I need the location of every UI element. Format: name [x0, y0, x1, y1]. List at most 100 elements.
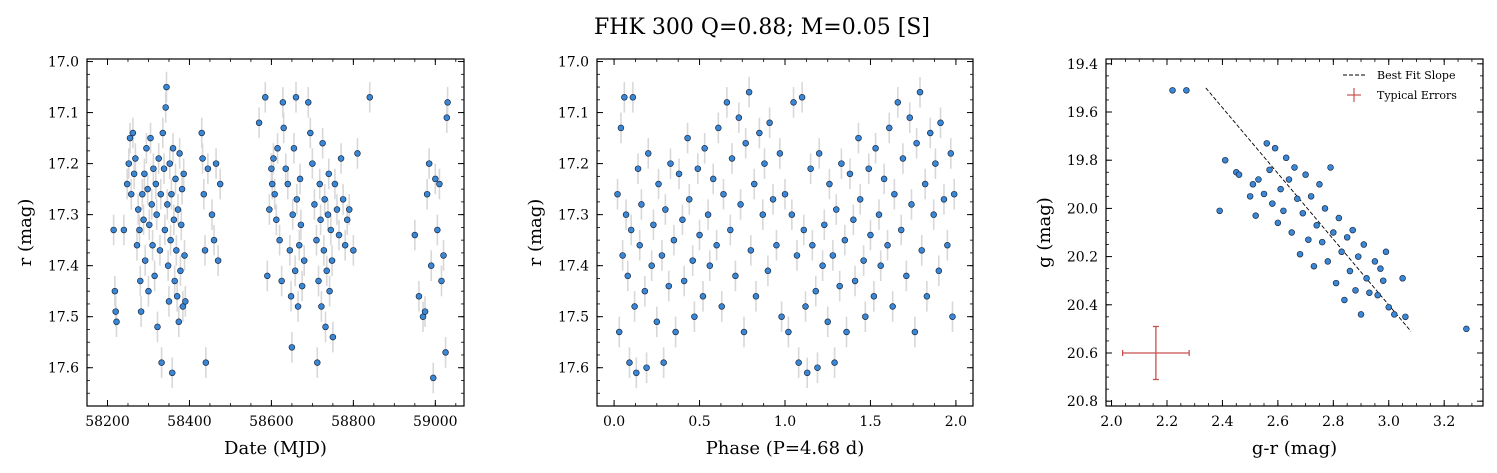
legend-fit-label: Best Fit Slope: [1377, 69, 1455, 82]
data-point: [633, 369, 640, 377]
data-point: [699, 293, 707, 300]
data-point: [432, 175, 439, 183]
data-point: [947, 150, 955, 157]
data-point: [897, 226, 905, 234]
data-point: [1377, 265, 1384, 272]
data-point: [315, 277, 322, 285]
data-point: [686, 196, 693, 203]
data-point: [653, 318, 661, 326]
x-tick-label: 2.0: [1100, 414, 1122, 430]
data-point: [147, 134, 154, 142]
data-point: [274, 145, 281, 152]
data-point: [288, 344, 296, 351]
data-point: [1346, 267, 1354, 275]
data-point: [800, 226, 808, 234]
data-point: [1352, 287, 1359, 294]
data-point: [781, 190, 789, 198]
data-point: [704, 211, 712, 218]
data-point: [421, 308, 429, 315]
data-point: [168, 369, 176, 377]
data-point: [128, 190, 135, 198]
data-point: [1246, 193, 1254, 200]
x-tick-label: 2.4: [1211, 414, 1233, 430]
data-point: [1402, 313, 1409, 321]
data-point: [875, 211, 883, 218]
data-point: [438, 277, 445, 285]
data-point: [442, 349, 449, 356]
data-point: [157, 190, 165, 198]
data-point: [180, 170, 187, 178]
data-point: [141, 257, 149, 264]
x-tick-label: 2.0: [945, 414, 967, 430]
data-point: [766, 119, 773, 127]
x-axis-label: Date (MJD): [224, 438, 327, 459]
data-point: [313, 236, 320, 244]
data-point: [214, 257, 222, 264]
data-point: [296, 242, 303, 249]
data-point: [1288, 229, 1295, 236]
data-point: [110, 226, 117, 234]
data-point: [759, 211, 767, 218]
data-point: [903, 272, 910, 280]
x-tick-label: 58600: [249, 414, 294, 430]
data-point: [809, 242, 816, 249]
data-point: [1363, 275, 1370, 282]
data-point: [908, 201, 915, 208]
y-tick-label: 19.8: [1067, 153, 1098, 169]
data-point: [819, 262, 826, 269]
data-point: [814, 364, 821, 371]
data-point: [316, 180, 324, 188]
data-point: [622, 211, 630, 218]
y-tick-label: 17.0: [48, 55, 79, 71]
data-point: [168, 190, 175, 198]
y-tick-label: 17.6: [48, 361, 79, 377]
y-tick-label: 17.1: [48, 106, 79, 122]
data-point: [174, 206, 182, 213]
data-point: [144, 185, 151, 193]
data-point: [1313, 222, 1320, 229]
data-point: [891, 190, 898, 198]
data-point: [305, 99, 312, 106]
y-tick-label: 20.8: [1067, 394, 1098, 410]
data-point: [323, 267, 330, 275]
data-point: [624, 272, 632, 280]
data-point: [1252, 212, 1259, 219]
data-point: [935, 267, 943, 275]
data-point: [769, 196, 777, 203]
data-point: [292, 94, 300, 101]
x-tick-label: 59000: [413, 414, 458, 430]
data-point: [366, 94, 374, 101]
data-point: [802, 303, 809, 310]
data-point: [202, 359, 210, 366]
data-point: [667, 160, 674, 167]
data-point: [278, 277, 285, 285]
data-point: [1366, 289, 1373, 296]
data-point: [113, 318, 120, 326]
data-point: [210, 236, 218, 244]
data-point: [865, 165, 872, 172]
data-point: [862, 313, 869, 320]
data-point: [167, 236, 174, 244]
data-point: [1296, 250, 1304, 258]
data-point: [1302, 171, 1309, 178]
data-point: [148, 201, 155, 208]
data-point: [1382, 248, 1390, 256]
data-point: [139, 190, 146, 198]
data-point: [326, 287, 333, 295]
data-point: [268, 180, 276, 188]
data-point: [1255, 176, 1262, 183]
data-point: [773, 242, 780, 249]
data-point: [1318, 238, 1326, 246]
data-point: [815, 150, 823, 157]
lightcurve-panel: 58200 58400 58600 58800 59000 17.0 17.1 17.2 17.…: [15, 55, 465, 459]
y-tick-label: 17.6: [558, 361, 589, 377]
x-tick-label: 3.0: [1378, 414, 1400, 430]
x-tick-label: 2.2: [1156, 414, 1178, 430]
data-point: [273, 216, 280, 223]
data-point: [1343, 234, 1351, 241]
x-tick-label: 3.2: [1433, 414, 1455, 430]
data-point: [1341, 296, 1348, 304]
data-point: [271, 190, 278, 198]
y-tick-label: 17.3: [558, 208, 589, 224]
y-tick-label: 20.2: [1067, 250, 1098, 266]
